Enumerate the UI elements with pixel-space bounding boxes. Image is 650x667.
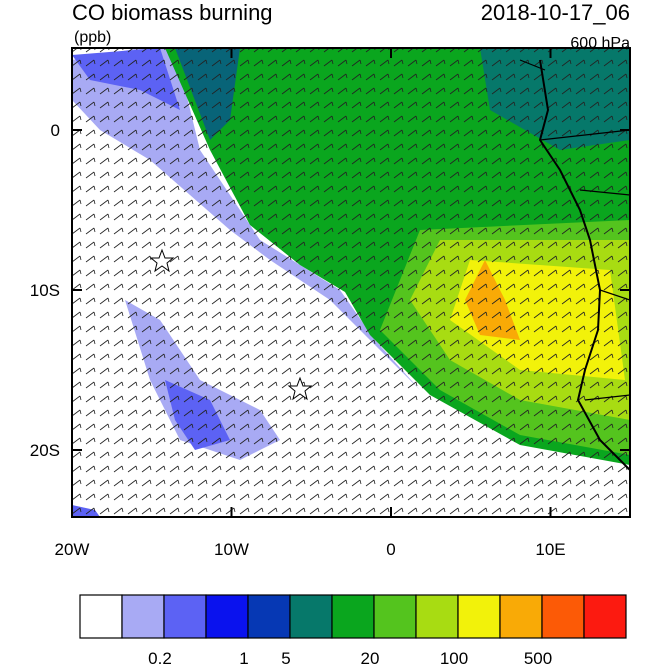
- colorbar-swatch: [121, 594, 165, 639]
- borders: [519, 59, 630, 401]
- colorbar-swatch: [247, 594, 291, 639]
- colorbar-swatch: [499, 594, 543, 639]
- site-star: [149, 248, 175, 273]
- map-frame: [71, 47, 631, 518]
- x-tick-label: 0: [386, 540, 395, 559]
- wind-barbs: [72, 48, 630, 517]
- colorbar-label: 1: [239, 649, 248, 667]
- colorbar-swatch: [583, 594, 627, 639]
- y-tick-label: 0: [51, 121, 60, 140]
- colorbar-swatch: [289, 594, 333, 639]
- colorbar-swatch: [457, 594, 501, 639]
- time: 2018-10-17_06: [481, 0, 630, 25]
- x-tick-label: 10E: [535, 540, 565, 559]
- title: CO biomass burning: [72, 0, 273, 25]
- colorbar-label: 0.2: [148, 649, 172, 667]
- x-tick-label: 10W: [214, 540, 249, 559]
- colorbar-swatch: [163, 594, 207, 639]
- site-star: [287, 376, 313, 401]
- coastline: [538, 59, 630, 471]
- colorbar-swatch: [205, 594, 249, 639]
- colorbar-swatch: [79, 594, 123, 639]
- y-tick-label: 20S: [30, 441, 60, 460]
- colorbar-swatch: [541, 594, 585, 639]
- x-tick-label: 20W: [55, 540, 90, 559]
- colorbar-label: 100: [440, 649, 468, 667]
- colorbar-label: 500: [524, 649, 552, 667]
- colorbar-swatch: [373, 594, 417, 639]
- units: (ppb): [74, 29, 111, 46]
- colorbar-label: 5: [281, 649, 290, 667]
- colorbar-swatch: [331, 594, 375, 639]
- y-tick-label: 10S: [30, 281, 60, 300]
- colorbar-label: 20: [361, 649, 380, 667]
- colorbar-swatch: [415, 594, 459, 639]
- field: [72, 48, 630, 517]
